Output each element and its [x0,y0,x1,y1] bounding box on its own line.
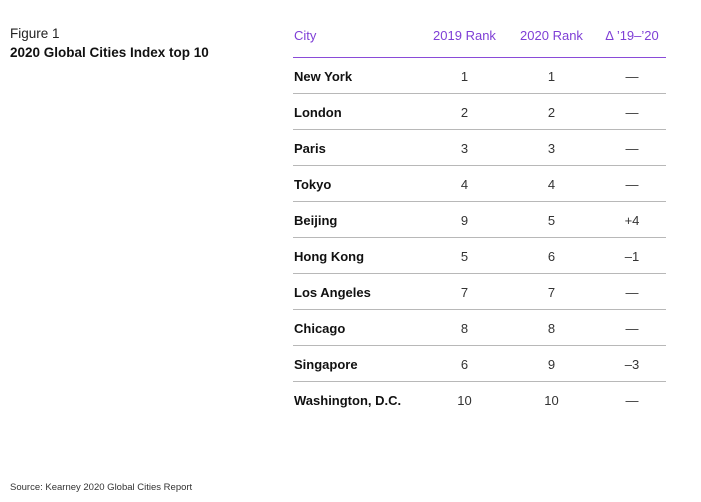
header-delta: Δ ’19–’20 [605,28,659,43]
rank-2020-cell: 7 [547,285,556,300]
rank-2019-cell: 6 [460,357,469,372]
rank-2019-cell: 5 [460,249,469,264]
delta-cell: +4 [624,213,640,228]
table-row: London 2 2 — [293,94,666,130]
figure-label: Figure 1 [10,26,60,41]
delta-cell: –3 [624,357,640,372]
table-row: Tokyo 4 4 — [293,166,666,202]
rank-2020-cell: 10 [544,393,559,408]
delta-cell: — [625,177,639,192]
city-cell: London [294,105,342,120]
city-cell: Chicago [294,321,346,336]
rankings-table: City 2019 Rank 2020 Rank Δ ’19–’20 New Y… [293,20,666,417]
delta-cell: — [625,285,639,300]
delta-cell: — [625,321,639,336]
rank-2019-cell: 1 [460,69,469,84]
rank-2020-cell: 1 [547,69,556,84]
rank-2019-cell: 3 [460,141,469,156]
city-cell: Beijing [294,213,338,228]
table-row: Washington, D.C. 10 10 — [293,382,666,417]
header-2019-rank: 2019 Rank [433,28,496,43]
rank-2020-cell: 9 [547,357,556,372]
delta-cell: — [625,69,639,84]
rank-2020-cell: 5 [547,213,556,228]
table-row: New York 1 1 — [293,58,666,94]
source-note: Source: Kearney 2020 Global Cities Repor… [10,482,193,493]
city-cell: Washington, D.C. [294,393,402,408]
delta-cell: –1 [624,249,640,264]
figure-title: 2020 Global Cities Index top 10 [10,45,209,60]
city-cell: Hong Kong [294,249,365,264]
rank-2019-cell: 2 [460,105,469,120]
table-row: Hong Kong 5 6 –1 [293,238,666,274]
table-row: Singapore 6 9 –3 [293,346,666,382]
delta-cell: — [625,105,639,120]
delta-cell: — [625,393,639,408]
rank-2019-cell: 4 [460,177,469,192]
table-row: Los Angeles 7 7 — [293,274,666,310]
table-row: Beijing 9 5 +4 [293,202,666,238]
rank-2020-cell: 3 [547,141,556,156]
city-cell: New York [294,69,353,84]
rank-2019-cell: 8 [460,321,469,336]
table-body: New York 1 1 — London 2 2 — Paris 3 3 — Tokyo 4 4 — Beij… [293,58,666,417]
header-2020-rank: 2020 Rank [520,28,583,43]
delta-cell: — [625,141,639,156]
rank-2020-cell: 2 [547,105,556,120]
rank-2019-cell: 10 [457,393,472,408]
rank-2020-cell: 4 [547,177,556,192]
rank-2019-cell: 7 [460,285,469,300]
city-cell: Los Angeles [294,285,371,300]
table-header: City 2019 Rank 2020 Rank Δ ’19–’20 [293,20,666,58]
rank-2020-cell: 6 [547,249,556,264]
header-city: City [294,28,317,43]
rank-2019-cell: 9 [460,213,469,228]
table-row: Paris 3 3 — [293,130,666,166]
city-cell: Tokyo [294,177,332,192]
city-cell: Singapore [294,357,358,372]
rank-2020-cell: 8 [547,321,556,336]
table-row: Chicago 8 8 — [293,310,666,346]
city-cell: Paris [294,141,326,156]
